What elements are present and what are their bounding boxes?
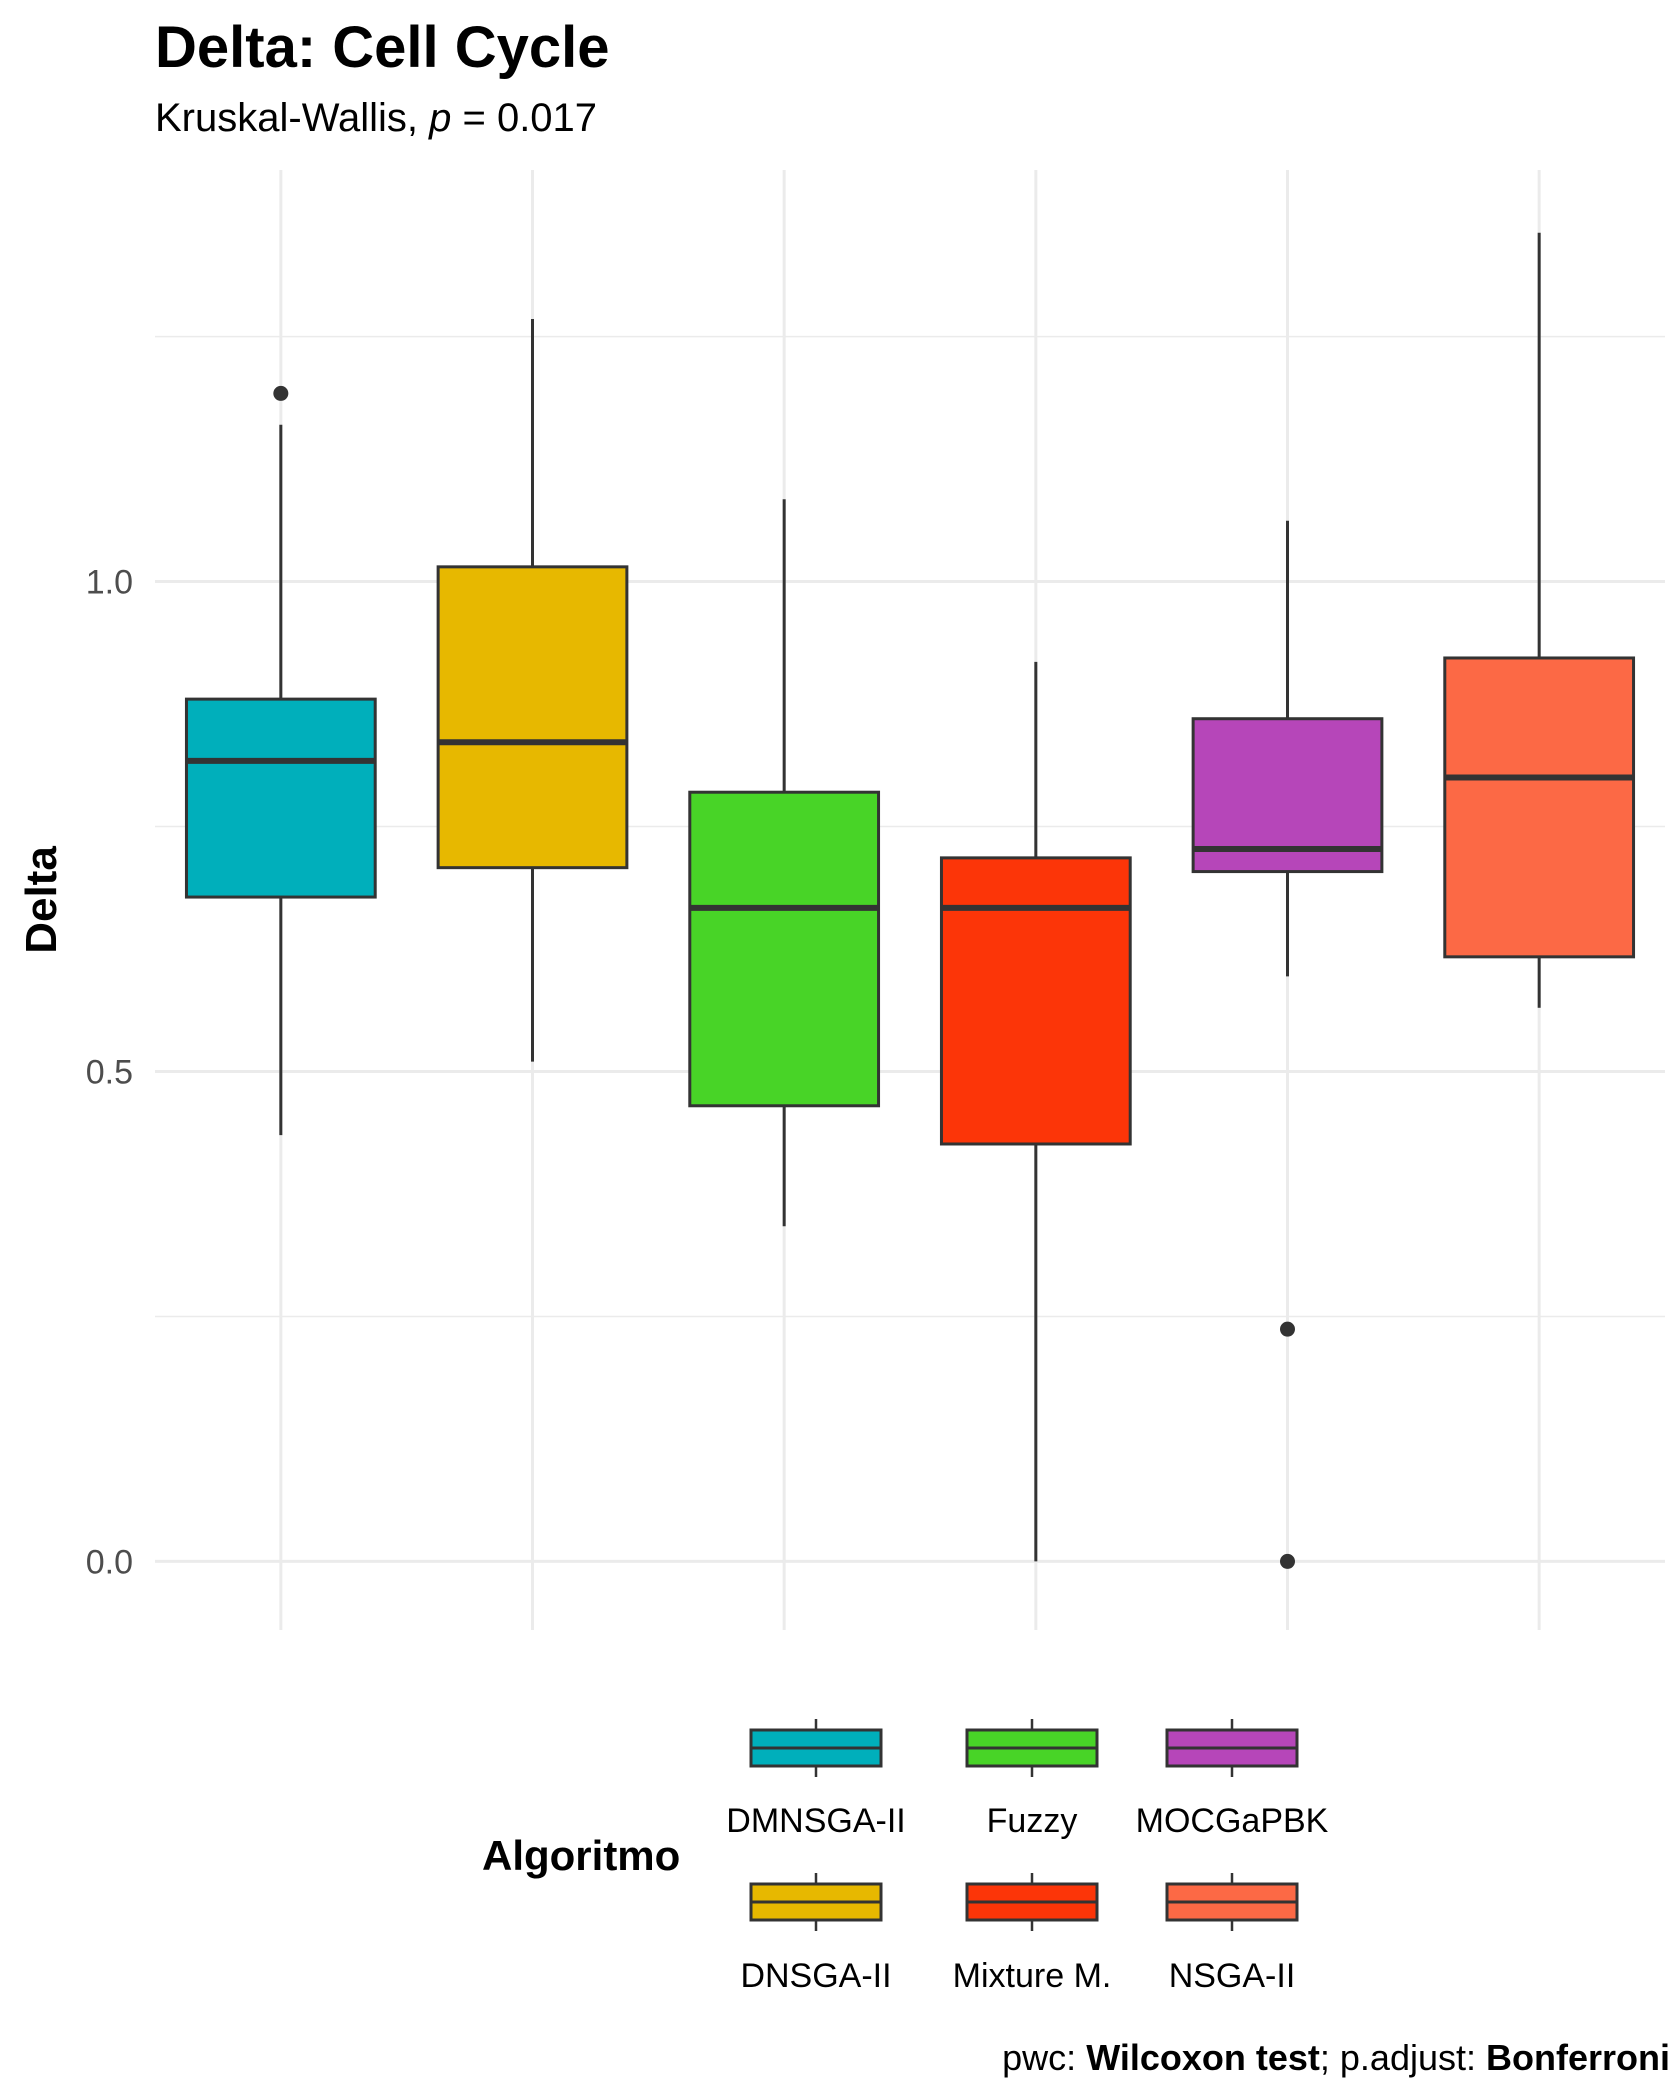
outlier-point <box>273 385 289 401</box>
box-fuzzy <box>688 790 881 1108</box>
box-dmnsga-ii <box>184 697 377 899</box>
legend-label: DMNSGA-II <box>726 1802 905 1840</box>
caption-adjust-method: Bonferroni <box>1486 2037 1670 2078</box>
legend-label: NSGA-II <box>1169 1957 1296 1995</box>
caption-part1: pwc: <box>1002 2037 1087 2078</box>
subtitle-suffix: = 0.017 <box>451 96 598 140</box>
y-tick-label: 1.0 <box>86 564 133 602</box>
box-mixture-m- <box>939 856 1132 1146</box>
box-dnsga-ii <box>436 565 629 870</box>
legend-label: MOCGaPBK <box>1136 1802 1329 1840</box>
legend-title: Algoritmo <box>482 1832 680 1879</box>
outlier-point <box>1280 1553 1295 1569</box>
y-tick-label: 0.0 <box>86 1543 133 1581</box>
chart-caption: pwc: Wilcoxon test; p.adjust: Bonferroni <box>1002 2037 1670 2079</box>
subtitle-p-symbol: p <box>429 96 452 140</box>
subtitle-prefix: Kruskal-Wallis, <box>155 96 430 140</box>
box-nsga-ii <box>1443 656 1636 959</box>
legend-label: Mixture M. <box>953 1957 1112 1995</box>
legend-label: DNSGA-II <box>740 1957 891 1995</box>
caption-part2: ; p.adjust: <box>1319 2037 1486 2078</box>
legend-label: Fuzzy <box>987 1802 1078 1840</box>
caption-test-name: Wilcoxon test <box>1086 2037 1320 2078</box>
chart-subtitle: Kruskal-Wallis, p = 0.017 <box>155 96 597 141</box>
outlier-point <box>1280 1321 1295 1337</box>
y-axis-title: Delta <box>17 846 66 954</box>
y-tick-label: 0.5 <box>86 1053 133 1091</box>
chart-title: Delta: Cell Cycle <box>155 15 610 80</box>
